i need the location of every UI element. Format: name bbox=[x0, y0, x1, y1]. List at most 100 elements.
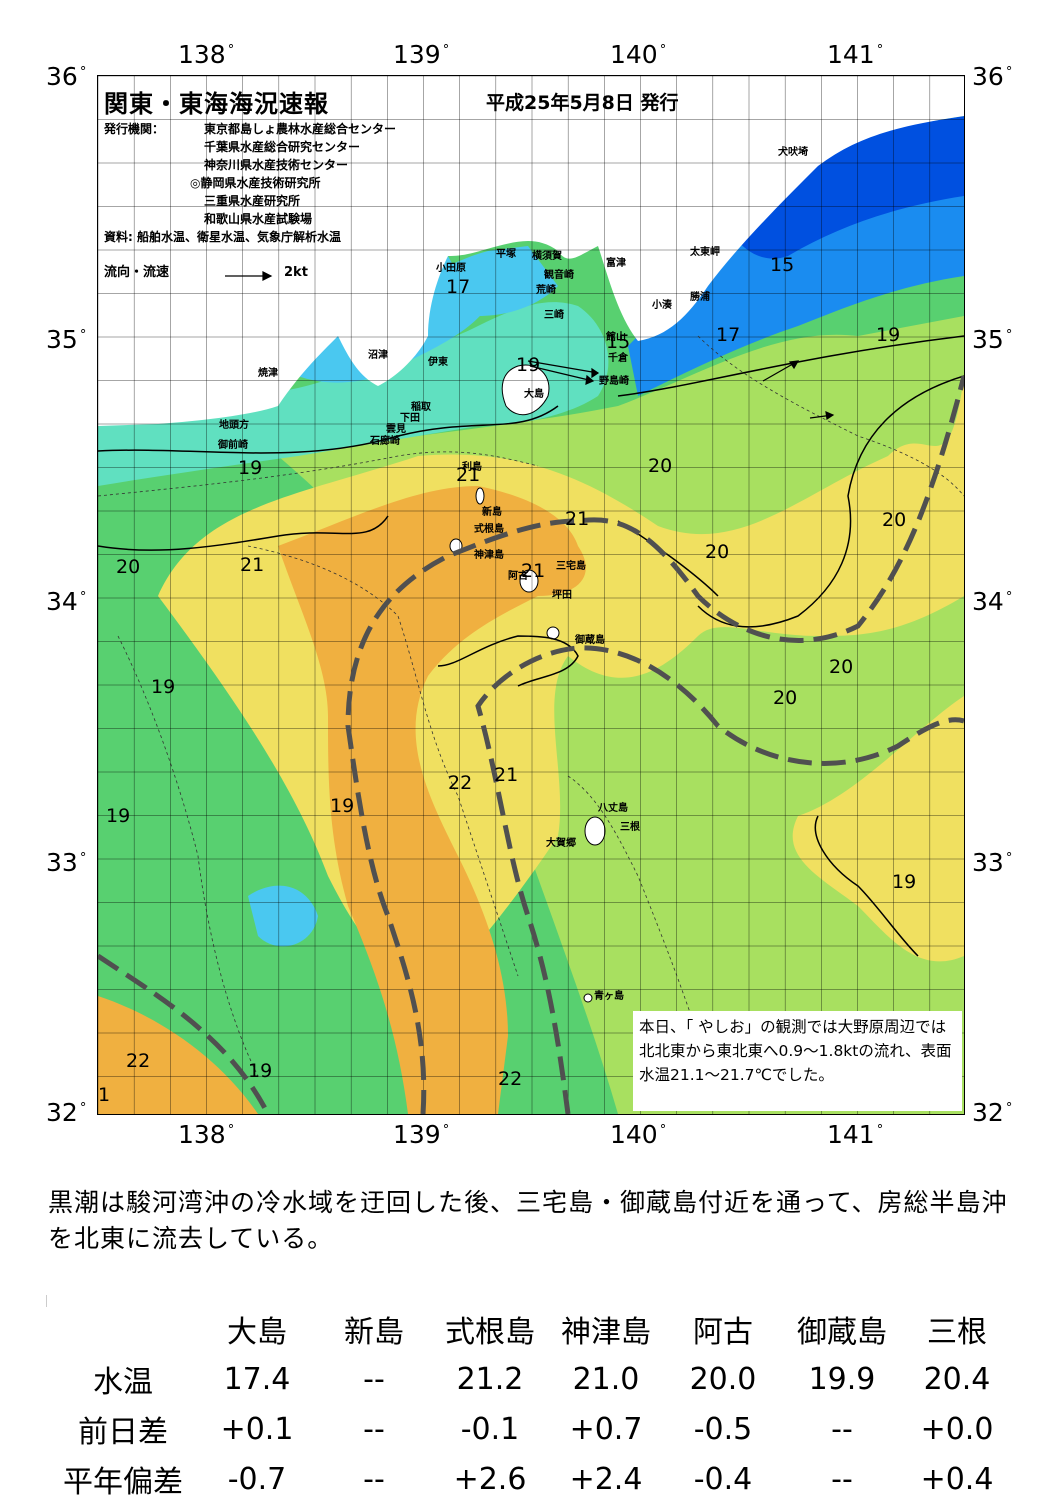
table-cell: +0.1 bbox=[220, 1411, 294, 1447]
isotherm-label: 21 bbox=[565, 508, 590, 530]
table-cell: -0.1 bbox=[460, 1411, 520, 1447]
place-label: 石廊崎 bbox=[370, 436, 400, 447]
table-cell: +2.4 bbox=[569, 1461, 643, 1497]
isotherm-label: 19 bbox=[892, 871, 917, 893]
place-label: 八丈島 bbox=[598, 803, 628, 814]
isotherm-label: 21 bbox=[240, 554, 265, 576]
isotherm-label: 17 bbox=[716, 324, 741, 346]
legend-speed: 2kt bbox=[284, 265, 308, 280]
place-label: 沼津 bbox=[368, 350, 388, 361]
lon-tick-141-bottom: 141 ° bbox=[827, 1120, 884, 1149]
table-cell: -- bbox=[831, 1461, 853, 1497]
table-cell: 20.0 bbox=[689, 1361, 757, 1397]
column-header: 三根 bbox=[927, 1315, 987, 1350]
place-label: 御蔵島 bbox=[575, 635, 605, 646]
isotherm-label: 19 bbox=[330, 795, 355, 817]
lat-tick-34-right: 34 ° bbox=[972, 587, 1013, 616]
column-header: 新島 bbox=[344, 1315, 404, 1350]
table-header-row: 大島 新島 式根島 神津島 阿古 御蔵島 三根 bbox=[48, 1304, 1012, 1354]
isotherm-label: 20 bbox=[705, 541, 730, 563]
place-label: 坪田 bbox=[552, 590, 572, 601]
lat-tick-33-left: 33 ° bbox=[46, 848, 87, 877]
place-label: 地頭方 bbox=[219, 420, 249, 431]
publisher-5: 三重県水産研究所 bbox=[204, 194, 301, 208]
land-honshu bbox=[98, 76, 964, 426]
place-label: 犬吠埼 bbox=[778, 147, 808, 158]
publisher-3: 神奈川県水産技術センター bbox=[204, 158, 349, 172]
table-cell: -0.7 bbox=[227, 1461, 287, 1497]
isotherm-label: 20 bbox=[882, 509, 907, 531]
table-cell: -- bbox=[363, 1361, 385, 1397]
lon-tick-139-bottom: 139 ° bbox=[393, 1120, 450, 1149]
place-label: 御前崎 bbox=[218, 440, 248, 451]
place-label: 大島 bbox=[524, 389, 544, 400]
isotherm-label: 19 bbox=[876, 324, 901, 346]
table-cell: 21.0 bbox=[572, 1361, 640, 1397]
kuroshio-summary: 黒潮は駿河湾沖の冷水域を迂回した後、三宅島・御蔵島付近を通って、房総半島沖を北東… bbox=[48, 1188, 1008, 1253]
lat-tick-34-left: 34 ° bbox=[46, 587, 87, 616]
table-cell: 20.4 bbox=[923, 1361, 991, 1397]
table-cell: 21.2 bbox=[456, 1361, 524, 1397]
land-hachijo bbox=[584, 816, 606, 846]
issue-date: 平成25年5月8日 発行 bbox=[486, 92, 679, 114]
place-label: 富津 bbox=[606, 258, 626, 269]
lat-tick-36-right: 36 ° bbox=[972, 62, 1013, 91]
table-cell: 17.4 bbox=[223, 1361, 291, 1397]
place-label: 雲見 bbox=[386, 424, 406, 435]
table-row: 平年偏差 -0.7 -- +2.6 +2.4 -0.4 -- +0.4 bbox=[48, 1454, 1012, 1504]
place-label: 勝浦 bbox=[690, 292, 710, 303]
lat-lon-grid bbox=[98, 76, 964, 1114]
publisher-1: 東京都島しょ農林水産総合センター bbox=[204, 122, 397, 136]
place-label: 神津島 bbox=[474, 550, 504, 561]
table-cell: -- bbox=[363, 1411, 385, 1447]
place-label: 平塚 bbox=[496, 249, 516, 260]
current-arrows bbox=[225, 271, 835, 421]
lon-tick-140-bottom: 140 ° bbox=[610, 1120, 667, 1149]
land-miyake bbox=[519, 569, 539, 593]
place-label: 阿古 bbox=[508, 571, 528, 582]
table-cell: 19.9 bbox=[808, 1361, 876, 1397]
table-cell: -0.4 bbox=[693, 1461, 753, 1497]
kuroshio-axis bbox=[98, 375, 964, 1114]
station-temperature-table: 大島 新島 式根島 神津島 阿古 御蔵島 三根 水温 17.4 -- 21.2 … bbox=[48, 1304, 1012, 1504]
place-label: 小湊 bbox=[652, 300, 672, 311]
column-header: 阿古 bbox=[693, 1315, 753, 1350]
place-label: 青ヶ島 bbox=[594, 991, 624, 1002]
column-header: 大島 bbox=[227, 1315, 287, 1350]
lat-tick-36-left: 36 ° bbox=[46, 62, 87, 91]
observation-note-text: 本日、「 やしお」の観測では大野原周辺では北北東から東北東へ0.9～1.8ktの… bbox=[639, 1018, 952, 1084]
sea-22-sw-zone bbox=[98, 996, 258, 1114]
isotherm-label: 19 bbox=[151, 676, 176, 698]
depth-contours bbox=[98, 335, 964, 1077]
table-corner bbox=[48, 1304, 198, 1354]
isotherm-label: 15 bbox=[606, 331, 631, 353]
lat-tick-35-right: 35 ° bbox=[972, 325, 1013, 354]
lon-tick-140-top: 140 ° bbox=[610, 40, 667, 69]
publisher-2: 千葉県水産総合研究センター bbox=[204, 140, 361, 154]
map-title: 関東・東海海況速報 bbox=[104, 90, 329, 118]
place-label: 伊東 bbox=[428, 357, 448, 368]
place-label: 新島 bbox=[482, 507, 502, 518]
place-label: 下田 bbox=[400, 413, 420, 424]
isotherm-label: 19 bbox=[248, 1060, 273, 1082]
table-row: 水温 17.4 -- 21.2 21.0 20.0 19.9 20.4 bbox=[48, 1354, 1012, 1404]
column-header: 式根島 bbox=[445, 1315, 535, 1350]
column-header: 神津島 bbox=[561, 1315, 651, 1350]
place-label: 三根 bbox=[620, 822, 640, 833]
sea-18-zone bbox=[98, 302, 609, 486]
isotherm-label: 17 bbox=[446, 276, 471, 298]
isotherm-label: 1 bbox=[98, 1084, 111, 1106]
table-cell: +2.6 bbox=[453, 1461, 527, 1497]
isotherm-label: 21 bbox=[494, 764, 519, 786]
map-canvas bbox=[98, 76, 964, 1114]
publisher-label: 発行機関： bbox=[104, 122, 165, 136]
place-label: 館山 bbox=[606, 332, 626, 343]
publisher-4: ◎静岡県水産技術研究所 bbox=[190, 176, 321, 190]
table-cell: -- bbox=[831, 1411, 853, 1447]
lon-tick-138-top: 138 ° bbox=[178, 40, 235, 69]
place-label: 大賀郷 bbox=[546, 838, 576, 849]
sea-15-zone bbox=[718, 116, 964, 259]
table-row: 前日差 +0.1 -- -0.1 +0.7 -0.5 -- +0.0 bbox=[48, 1404, 1012, 1454]
place-label: 太東岬 bbox=[690, 247, 720, 258]
isotherm-label: 22 bbox=[448, 772, 473, 794]
